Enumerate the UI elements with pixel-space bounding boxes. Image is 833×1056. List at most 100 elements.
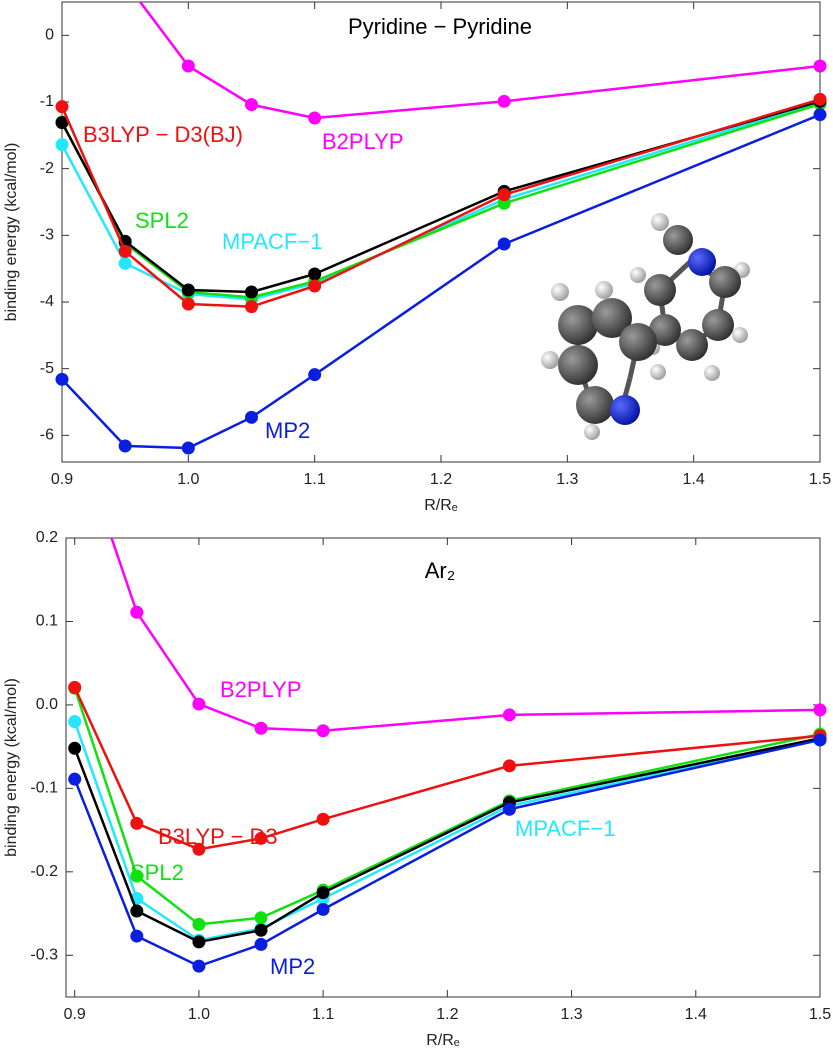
- data-point: [181, 283, 195, 297]
- series-label: MPACF−1: [222, 229, 322, 254]
- data-point: [308, 368, 322, 382]
- data-point: [192, 842, 206, 856]
- y-tick-label: 0.1: [36, 613, 58, 630]
- y-tick-label: -1: [40, 93, 54, 110]
- data-point: [55, 372, 69, 386]
- y-axis-label: binding energy (kcal/mol): [3, 143, 20, 322]
- y-tick-label: -3: [40, 227, 54, 244]
- data-point: [118, 256, 132, 270]
- data-point: [502, 802, 516, 816]
- data-point: [130, 605, 144, 619]
- data-point: [130, 904, 144, 918]
- data-point: [316, 886, 330, 900]
- data-point: [254, 721, 268, 735]
- data-point: [118, 439, 132, 453]
- x-tick-label: 1.0: [188, 1006, 210, 1023]
- y-tick-label: 0.2: [36, 529, 58, 546]
- data-point: [316, 812, 330, 826]
- data-point: [192, 959, 206, 973]
- data-point: [254, 831, 268, 845]
- x-tick-label: 0.9: [51, 471, 73, 488]
- x-tick-label: 1.3: [560, 1006, 582, 1023]
- y-tick-label: -0.2: [30, 863, 58, 880]
- data-point: [181, 441, 195, 455]
- data-point: [497, 188, 511, 202]
- series-line: [73, 687, 821, 926]
- data-point: [245, 285, 258, 299]
- data-point: [316, 724, 330, 738]
- data-point: [68, 715, 82, 729]
- data-point: [192, 917, 206, 931]
- data-point: [813, 92, 827, 106]
- series-label: MP2: [270, 954, 315, 979]
- series-label: B2PLYP: [322, 129, 404, 154]
- data-point: [254, 923, 268, 937]
- data-point: [118, 244, 132, 258]
- series-label: B3LYP − D3: [158, 824, 278, 849]
- x-tick-label: 1.3: [556, 471, 578, 488]
- data-point: [68, 741, 82, 755]
- molecule-illustration: [541, 213, 750, 440]
- y-tick-label: -0.1: [30, 780, 58, 797]
- x-tick-label: 1.4: [685, 1006, 707, 1023]
- data-point: [130, 929, 144, 943]
- plot-area: [55, 2, 827, 455]
- series-label: B3LYP − D3(BJ): [83, 122, 243, 147]
- data-point: [813, 108, 827, 122]
- data-point: [55, 138, 69, 152]
- data-point: [813, 59, 827, 73]
- data-point: [245, 410, 258, 424]
- data-point: [316, 902, 330, 916]
- data-point: [181, 297, 195, 311]
- data-point: [308, 111, 322, 125]
- y-axis-label: binding energy (kcal/mol): [3, 678, 20, 857]
- data-point: [181, 59, 195, 73]
- data-point: [55, 116, 69, 130]
- y-tick-label: 0.0: [36, 696, 58, 713]
- data-point: [68, 423, 81, 436]
- x-axis-label: R/Rₑ: [426, 1032, 460, 1049]
- series-label: B2PLYP: [220, 677, 302, 702]
- data-point: [192, 697, 206, 711]
- data-point: [308, 267, 322, 281]
- y-tick-label: -2: [40, 160, 54, 177]
- x-tick-label: 1.2: [436, 1006, 458, 1023]
- data-point: [68, 772, 82, 786]
- data-point: [245, 98, 258, 112]
- x-tick-label: 1.5: [809, 1006, 831, 1023]
- x-tick-label: 1.4: [683, 471, 705, 488]
- series-label: SPL2: [135, 208, 189, 233]
- series-label: MPACF−1: [515, 816, 615, 841]
- data-point: [813, 703, 827, 717]
- x-tick-label: 1.1: [304, 471, 326, 488]
- data-point: [308, 279, 322, 293]
- data-point: [502, 708, 516, 722]
- data-point: [130, 869, 144, 883]
- x-tick-label: 1.0: [177, 471, 199, 488]
- y-tick-label: 0: [45, 27, 54, 44]
- data-point: [497, 94, 511, 108]
- plot-area: [68, 423, 827, 973]
- data-point: [497, 237, 511, 251]
- data-point: [55, 100, 69, 114]
- data-point: [254, 911, 268, 925]
- data-point: [813, 733, 827, 747]
- data-point: [68, 680, 82, 694]
- x-tick-label: 1.5: [809, 471, 831, 488]
- data-point: [245, 300, 258, 314]
- y-tick-label: -5: [40, 360, 54, 377]
- chart-title: Ar₂: [425, 558, 456, 583]
- data-point: [192, 935, 206, 949]
- plot-frame: [65, 537, 821, 998]
- data-point: [130, 816, 144, 830]
- x-tick-label: 1.2: [430, 471, 452, 488]
- y-tick-label: -0.3: [30, 946, 58, 963]
- x-axis-label: R/Rₑ: [424, 497, 458, 514]
- x-tick-label: 1.1: [312, 1006, 334, 1023]
- x-tick-label: 0.9: [64, 1006, 86, 1023]
- data-point: [254, 937, 268, 951]
- series-label: SPL2: [130, 860, 184, 885]
- y-tick-label: -6: [40, 427, 54, 444]
- y-tick-label: -4: [40, 293, 54, 310]
